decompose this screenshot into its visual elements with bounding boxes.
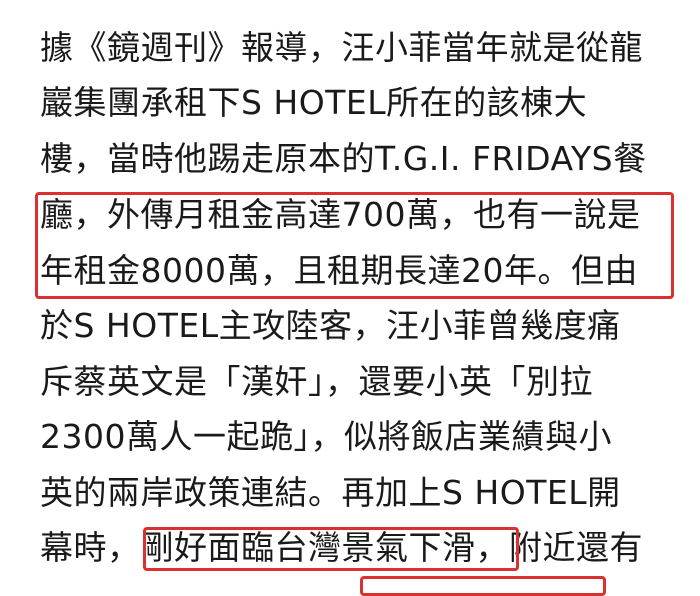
text-line: 斥蔡英文是「漢奸」，還要小英「別拉 (40, 362, 593, 401)
text-line-highlighted: 年租金8000萬，且租期長達20年。但由 (40, 251, 638, 290)
text-line: 巖集團承租下S HOTEL所在的該棟大 (40, 83, 588, 122)
text-segment: 幕時， (40, 528, 141, 567)
text-line-highlighted: 廳，外傳月租金高達700萬，也有一說是 (40, 195, 641, 234)
text-line: 據《鏡週刊》報導，汪小菲當年就是從龍 (40, 28, 643, 67)
text-line: 樓，當時他踢走原本的T.G.I. FRIDAYS餐 (40, 139, 647, 178)
text-line: 於S HOTEL主攻陸客，汪小菲曾幾度痛 (40, 306, 621, 345)
highlighted-phrase: 剛好面臨台灣景氣下滑 (140, 528, 476, 567)
highlight-box-rent (35, 192, 674, 299)
text-line: 幕時，剛好面臨台灣景氣下滑，附近還有 (40, 528, 643, 568)
highlight-box-economy (143, 527, 519, 571)
text-line: 英的兩岸政策連結。再加上S HOTEL開 (40, 473, 621, 512)
text-segment: ，附近還有 (475, 528, 643, 567)
text-line: 2300萬人一起跪」，似將飯店業績與小 (40, 417, 612, 456)
highlight-box-partial (360, 576, 606, 596)
